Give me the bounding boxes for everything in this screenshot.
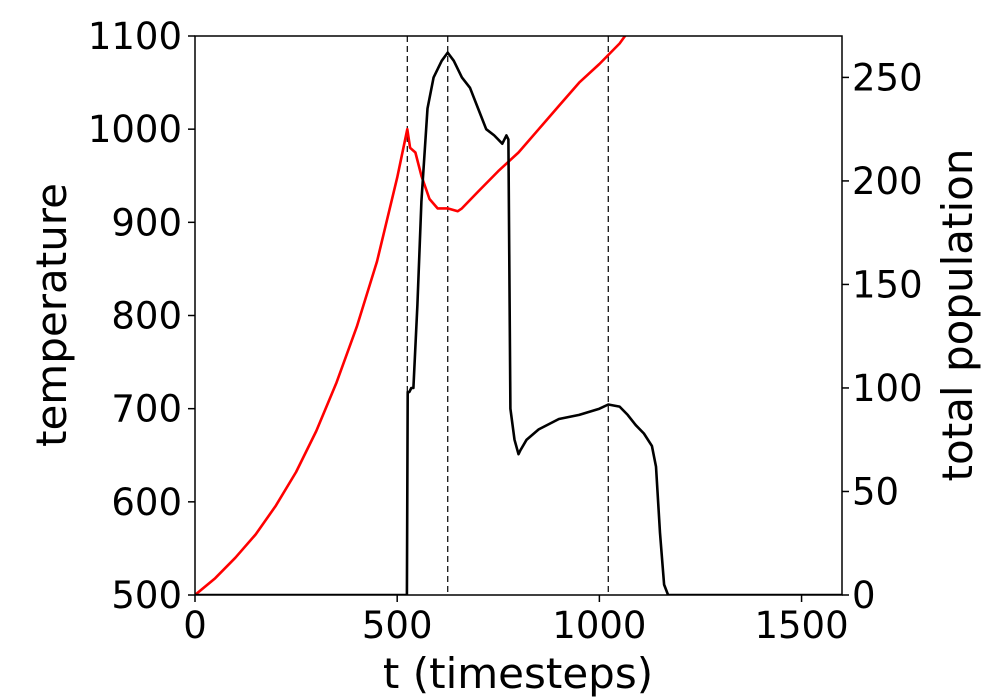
- axis-ticks: 0 500 1000 15005006007008009001000110005010…: [88, 15, 923, 647]
- left-y-tick-label: 700: [111, 388, 182, 431]
- right-y-tick-label: 150: [852, 263, 923, 306]
- left-axis-title: temperature: [27, 183, 76, 447]
- right-y-tick-label: 0: [852, 574, 876, 617]
- x-tick-label: 500: [362, 604, 433, 647]
- left-y-tick-label: 900: [111, 201, 182, 244]
- left-y-tick-label: 1100: [88, 15, 182, 58]
- right-y-tick-label: 200: [852, 160, 923, 203]
- x-tick-label: 0: [183, 604, 207, 647]
- x-axis-title: t (timesteps): [383, 649, 653, 698]
- left-y-tick-label: 600: [111, 481, 182, 524]
- left-y-tick-label: 500: [111, 574, 182, 617]
- plot-frame: [194, 35, 843, 596]
- right-axis-title: total population: [933, 149, 982, 482]
- left-y-tick-label: 800: [111, 295, 182, 338]
- chart-marks: [195, 36, 842, 595]
- right-y-tick-label: 50: [852, 470, 899, 513]
- right-y-tick-label: 250: [852, 56, 923, 99]
- total-population-series-line: [195, 51, 842, 595]
- x-tick-label: 1500: [754, 604, 848, 647]
- x-tick-label: 1000: [552, 604, 646, 647]
- left-y-tick-label: 1000: [88, 108, 182, 151]
- right-y-tick-label: 100: [852, 367, 923, 410]
- temperature-series-line: [195, 36, 627, 595]
